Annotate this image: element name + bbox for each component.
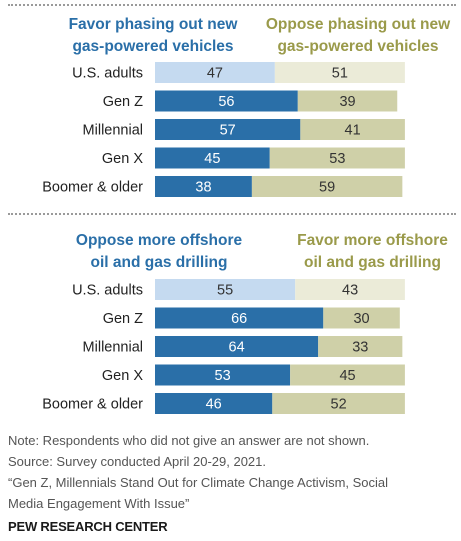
value-label-left: 56 (218, 94, 234, 110)
panel2-left-header-line2: oil and gas drilling (90, 254, 228, 271)
value-label-right: 43 (342, 283, 358, 299)
bar-right (297, 90, 398, 112)
panel1-right-header-line1: Oppose phasing out new (265, 16, 451, 33)
panel1-left-header-line1: Favor phasing out new (68, 16, 238, 33)
category-label: Millennial (83, 340, 143, 356)
bar-right (272, 393, 405, 414)
top-divider (8, 4, 456, 6)
chart-panel-1: U.S. adults 47 51 Gen Z 56 39 Millennial 57 41 Ge… (42, 62, 405, 197)
bar-right (290, 364, 405, 386)
bar-right (295, 279, 405, 300)
category-label: Boomer & older (42, 397, 143, 413)
bar-left (155, 90, 298, 112)
middle-divider (8, 213, 456, 215)
bar-left (155, 336, 319, 357)
pew-logo: PEW RESEARCH CENTER (8, 519, 168, 534)
value-label-right: 51 (332, 66, 348, 82)
report-title-line2: Media Engagement With Issue” (8, 496, 190, 511)
bar-left (155, 62, 275, 83)
bar-right (300, 119, 405, 140)
category-label: U.S. adults (72, 66, 143, 82)
value-label-left: 45 (204, 151, 220, 167)
category-label: Gen Z (103, 311, 143, 327)
value-label-right: 52 (331, 397, 347, 413)
bar-right (274, 62, 405, 83)
note-text: Note: Respondents who did not give an an… (8, 433, 370, 448)
value-label-right: 45 (339, 368, 355, 384)
category-label: Boomer & older (42, 180, 143, 196)
chart-panel-2: U.S. adults 55 43 Gen Z 66 30 Millennial 64 33 Ge… (42, 279, 405, 414)
value-label-right: 59 (319, 180, 335, 196)
source-text: Source: Survey conducted April 20-29, 20… (8, 454, 266, 469)
category-label: U.S. adults (72, 283, 143, 299)
value-label-right: 39 (339, 94, 355, 110)
value-label-left: 57 (220, 123, 236, 139)
bar-left (155, 279, 296, 300)
value-label-right: 33 (352, 340, 368, 356)
panel1-right-header-line2: gas-powered vehicles (277, 38, 439, 55)
value-label-right: 41 (345, 123, 361, 139)
report-title-line1: “Gen Z, Millennials Stand Out for Climat… (8, 475, 389, 490)
bar-left (155, 119, 301, 140)
bar-left (155, 176, 252, 197)
panel1-right-header: Oppose phasing out new gas-powered vehic… (258, 14, 458, 58)
category-label: Gen Z (103, 94, 143, 110)
bar-left (155, 147, 270, 169)
value-label-left: 55 (217, 283, 233, 299)
panel1-left-header-line2: gas-powered vehicles (72, 38, 234, 55)
bar-right (323, 307, 400, 329)
panel2-right-header: Favor more offshore oil and gas drilling (285, 230, 460, 274)
panel1-left-header: Favor phasing out new gas-powered vehicl… (48, 14, 258, 58)
bar-left (155, 393, 273, 414)
panel2-left-header-line1: Oppose more offshore (75, 232, 243, 249)
value-label-left: 38 (195, 180, 211, 196)
bar-left (155, 307, 324, 329)
value-label-right: 30 (353, 311, 369, 327)
category-label: Gen X (102, 151, 143, 167)
value-label-right: 53 (329, 151, 345, 167)
panel2-right-header-line1: Favor more offshore (297, 232, 448, 249)
value-label-left: 53 (215, 368, 231, 384)
bar-left (155, 364, 291, 386)
value-label-left: 66 (231, 311, 247, 327)
panel2-right-header-line2: oil and gas drilling (304, 254, 441, 271)
bar-right (251, 176, 403, 197)
value-label-left: 64 (229, 340, 245, 356)
category-label: Millennial (83, 123, 143, 139)
value-label-left: 46 (206, 397, 222, 413)
notes-block: Note: Respondents who did not give an an… (8, 430, 458, 514)
panel2-left-header: Oppose more offshore oil and gas drillin… (64, 230, 254, 274)
value-label-left: 47 (207, 66, 223, 82)
category-label: Gen X (102, 368, 143, 384)
bar-right (318, 336, 403, 357)
bar-right (269, 147, 405, 169)
